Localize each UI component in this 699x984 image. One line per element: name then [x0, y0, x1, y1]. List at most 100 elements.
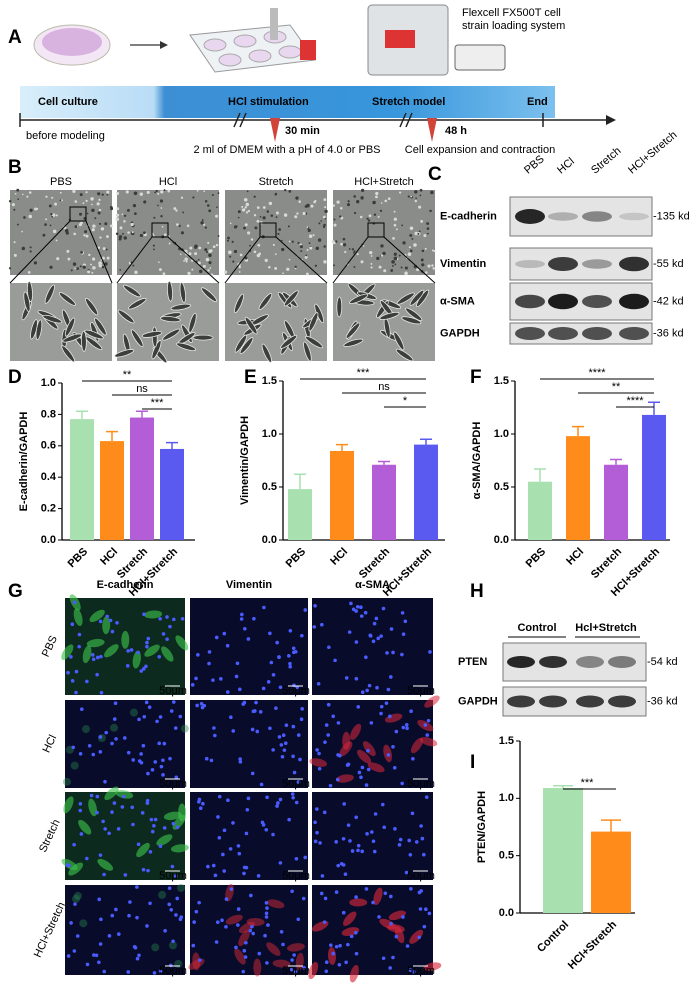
- nucleus: [161, 773, 165, 777]
- stain-label: α-SMA: [355, 579, 390, 591]
- texture: [194, 252, 198, 256]
- zoom-line: [167, 236, 220, 284]
- cell: [58, 292, 76, 306]
- nucleus: [72, 600, 77, 605]
- nucleus: [104, 730, 109, 735]
- zoom-box: [259, 222, 277, 238]
- nucleus: [250, 727, 255, 732]
- row-label: α-SMA: [440, 295, 475, 307]
- texture: [91, 203, 93, 206]
- nucleus: [199, 701, 204, 706]
- texture: [423, 234, 427, 238]
- bar: [528, 481, 552, 540]
- nucleus: [280, 754, 285, 759]
- stain: [172, 814, 186, 830]
- nucleus: [423, 907, 428, 912]
- nucleus: [334, 840, 338, 844]
- texture: [123, 220, 126, 223]
- nucleus: [278, 685, 283, 690]
- texture: [300, 250, 303, 253]
- y-tick-label: 1.0: [494, 428, 509, 440]
- nucleus: [169, 908, 174, 912]
- nucleus: [389, 921, 393, 926]
- nucleus: [385, 651, 389, 655]
- texture: [306, 272, 309, 276]
- texture: [216, 206, 218, 209]
- nucleus: [354, 676, 359, 681]
- group-label: HCl: [41, 733, 60, 755]
- nucleus: [161, 632, 166, 636]
- nucleus: [70, 622, 75, 627]
- texture: [387, 197, 391, 201]
- band: [619, 293, 649, 310]
- texture: [207, 269, 210, 272]
- nucleus: [137, 717, 141, 722]
- texture: [17, 198, 20, 201]
- y-tick-label: 0.0: [262, 534, 277, 546]
- texture: [342, 237, 346, 241]
- y-tick-label: 0.5: [494, 481, 509, 493]
- texture: [414, 231, 418, 236]
- bar: [160, 448, 184, 540]
- nucleus: [69, 921, 73, 925]
- texture: [346, 203, 351, 207]
- nucleus: [293, 969, 298, 974]
- texture: [102, 247, 106, 250]
- zoom-line: [383, 236, 436, 284]
- y-tick-label: 1.0: [499, 792, 514, 804]
- nucleus: [162, 826, 167, 830]
- stain: [175, 635, 189, 651]
- texture: [217, 192, 220, 195]
- texture: [407, 195, 410, 198]
- x-tick-label: PBS: [284, 546, 308, 570]
- texture: [419, 188, 423, 192]
- nucleus: [75, 934, 80, 938]
- error-bar: [553, 784, 573, 789]
- nucleus: [326, 702, 331, 707]
- stain: [246, 917, 265, 926]
- nucleus: [401, 915, 405, 919]
- nucleus: [242, 700, 247, 705]
- stain: [102, 616, 111, 635]
- nucleus: [313, 839, 318, 844]
- nucleus: [264, 901, 269, 905]
- nucleus: [337, 962, 342, 967]
- nucleus: [422, 852, 426, 857]
- nucleus: [287, 817, 291, 822]
- texture: [237, 216, 240, 219]
- texture: [429, 209, 432, 213]
- y-tick-label: 0.0: [499, 907, 514, 919]
- texture: [257, 243, 261, 247]
- stain: [362, 741, 376, 757]
- nucleus: [94, 953, 99, 958]
- lane-label: PBS: [522, 153, 547, 176]
- texture: [45, 218, 48, 221]
- nucleus: [135, 915, 139, 920]
- nucleus: [287, 654, 291, 658]
- cell: [401, 316, 422, 325]
- group-label: PBS: [50, 176, 72, 188]
- texture: [194, 244, 198, 248]
- nucleus: [148, 850, 153, 854]
- nucleus: [341, 910, 346, 915]
- cell: [61, 345, 76, 363]
- texture: [161, 225, 164, 228]
- nucleus: [315, 830, 319, 835]
- nucleus: [333, 658, 337, 663]
- texture: [92, 224, 96, 228]
- texture: [409, 226, 414, 231]
- texture: [185, 260, 188, 263]
- nucleus: [377, 915, 381, 919]
- fluorescence-image: [312, 792, 433, 880]
- fluorescence-image: [65, 885, 185, 975]
- nucleus: [115, 621, 119, 625]
- nucleus: [404, 870, 409, 875]
- texture: [287, 225, 290, 228]
- nucleus: [135, 956, 140, 961]
- texture: [416, 268, 420, 272]
- nucleus: [108, 618, 113, 623]
- texture: [162, 272, 166, 276]
- device-plate: [385, 30, 415, 48]
- micrograph: [10, 190, 112, 275]
- nucleus: [386, 687, 391, 692]
